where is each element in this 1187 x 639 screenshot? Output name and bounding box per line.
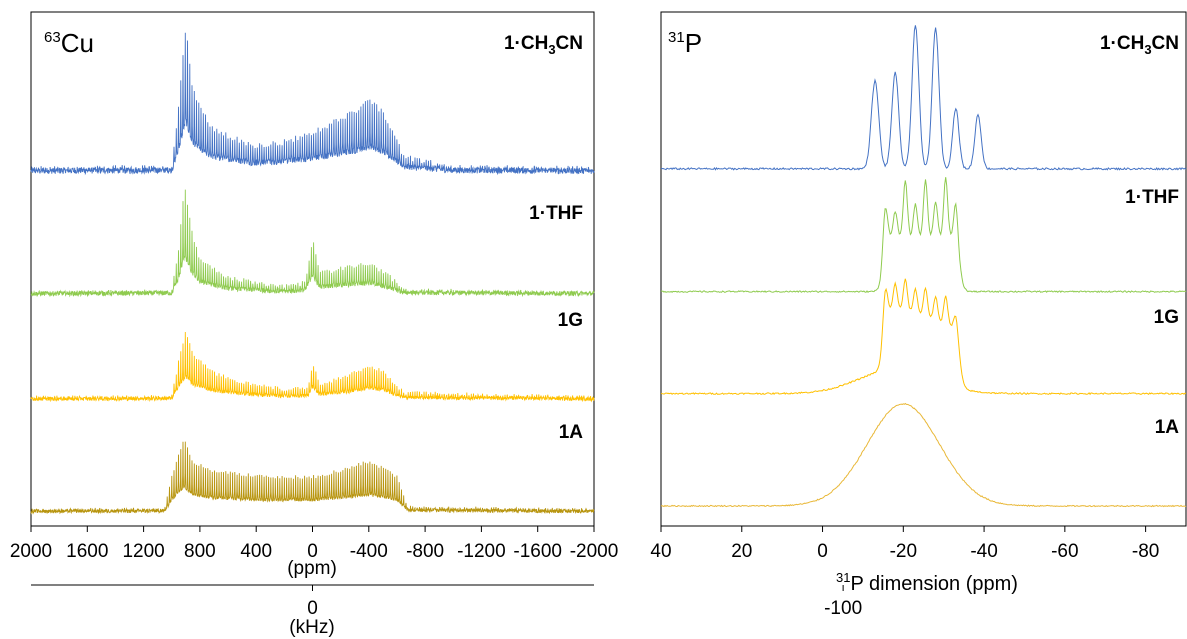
- cu-series-labels: 1·CH3CN 1·THF 1G 1A: [504, 33, 583, 443]
- cu-khz-axis-title: (kHz): [289, 617, 334, 638]
- p-tick-label: -60: [1051, 541, 1078, 562]
- cu-ppm-tick-label: -800: [406, 541, 444, 562]
- cu-label-1g: 1G: [558, 310, 583, 331]
- cu-ppm-tick-label: -2000: [570, 541, 619, 562]
- p-panel: 31P 1·CH3CN 1·THF 1G 1A 40 20 0 -20 -40 -60 -80 3…: [650, 11, 1187, 595]
- p-tick-label: -40: [970, 541, 997, 562]
- p-plot-frame: [660, 11, 1187, 527]
- p-tick-label: -20: [890, 541, 917, 562]
- p-ppm-axis: 40 20 0 -20 -40 -60 -80: [650, 525, 1186, 562]
- cu-khz-tick-label: 0: [307, 598, 318, 619]
- cu-ppm-tick-label: 800: [184, 541, 216, 562]
- p-label-1-ch3cn: 1·CH3CN: [1100, 33, 1179, 57]
- cu-spectrum-1g: [30, 331, 595, 403]
- p-tick-label: 20: [731, 541, 752, 562]
- p-label-1a: 1A: [1155, 417, 1180, 438]
- p-spectrum-1-ch3cn: [660, 25, 1187, 171]
- p-label-1-thf: 1·THF: [1125, 187, 1179, 208]
- p-spectrum-1-thf: [660, 177, 1187, 294]
- p-spectrum-1a: [660, 402, 1187, 508]
- p-series-group: [660, 25, 1187, 508]
- cu-spectrum-1-ch3cn: [30, 32, 595, 176]
- p-tick-label: -80: [1132, 541, 1159, 562]
- p-tick-label: 40: [650, 541, 671, 562]
- cu-khz-axis: 3002001000-100-200-300: [307, 585, 862, 619]
- p-panel-label: 31P: [668, 28, 702, 58]
- cu-spectrum-1a: [30, 441, 595, 515]
- cu-ppm-tick-label: 1600: [66, 541, 108, 562]
- cu-spectrum-1-thf: [30, 189, 595, 298]
- cu-ppm-tick-label: 2000: [10, 541, 52, 562]
- p-label-1g: 1G: [1154, 307, 1179, 328]
- cu-khz-tick-label: -100: [824, 598, 862, 619]
- cu-ppm-axis: 2000 1600 1200 800 400 0 -400 -800 -1200 -1600 -20…: [10, 525, 619, 562]
- cu-label-1a: 1A: [559, 422, 584, 443]
- cu-ppm-tick-label: -400: [350, 541, 388, 562]
- cu-panel-label: 63Cu: [44, 28, 94, 58]
- p-tick-label: 0: [817, 541, 828, 562]
- cu-plot-frame: [30, 11, 595, 527]
- cu-ppm-tick-label: 1200: [122, 541, 164, 562]
- p-series-labels: 1·CH3CN 1·THF 1G 1A: [1100, 33, 1179, 438]
- cu-label-1-thf: 1·THF: [529, 203, 583, 224]
- cu-series-group: [30, 32, 595, 515]
- cu-ppm-axis-title: (ppm): [287, 558, 337, 579]
- cu-ppm-tick-label: -1200: [457, 541, 506, 562]
- p-spectrum-1g: [660, 278, 1187, 396]
- cu-ppm-tick-label: 0: [307, 541, 318, 562]
- cu-ppm-tick-label: 400: [240, 541, 272, 562]
- p-axis-title: 31P dimension (ppm): [836, 570, 1018, 595]
- cu-label-1-ch3cn: 1·CH3CN: [504, 33, 583, 57]
- cu-ppm-tick-label: -1600: [513, 541, 562, 562]
